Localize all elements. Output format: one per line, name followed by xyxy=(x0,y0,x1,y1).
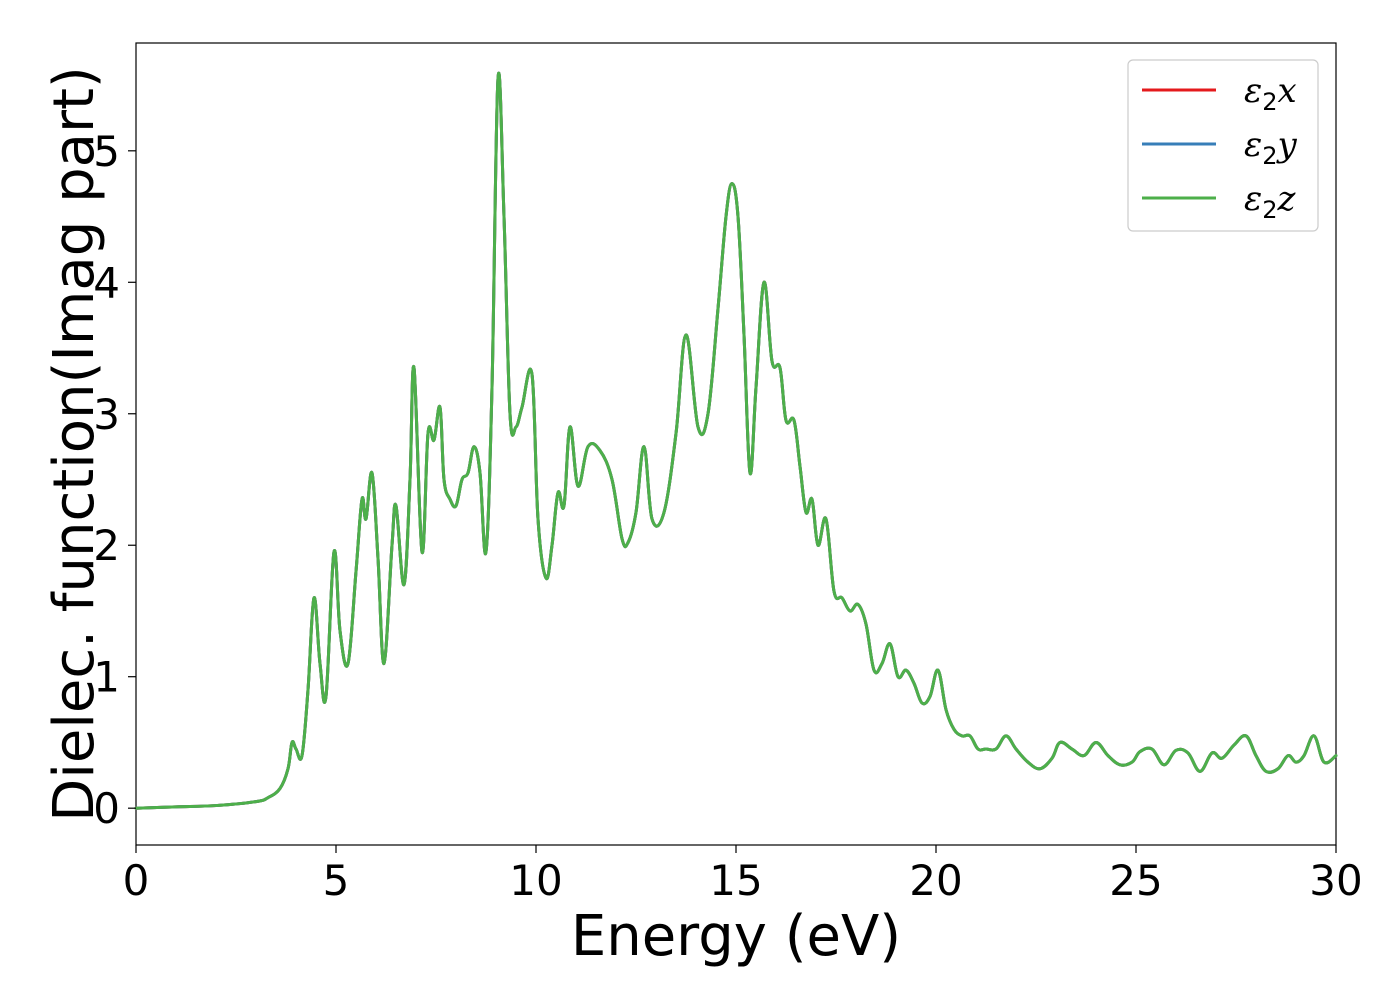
legend-label-e2y: ε2y xyxy=(1244,125,1298,170)
x-tick-label: 20 xyxy=(909,856,962,905)
x-tick-label: 0 xyxy=(123,856,150,905)
x-tick-label: 10 xyxy=(509,856,562,905)
series-lines xyxy=(134,71,1338,810)
y-tick-label: 0 xyxy=(93,784,120,833)
y-tick-label: 2 xyxy=(93,521,120,570)
y-tick-label: 1 xyxy=(93,653,120,702)
x-axis-label: Energy (eV) xyxy=(571,904,901,969)
plot-area: 0 5 10 15 20 25 30 0 1 2 3 4 5 xyxy=(93,42,1363,905)
x-tick-label: 15 xyxy=(709,856,762,905)
x-axis-ticks: 0 5 10 15 20 25 30 xyxy=(123,845,1363,905)
y-tick-label: 4 xyxy=(93,258,120,307)
legend: ε2x ε2y ε2z xyxy=(1127,59,1319,232)
y-axis-label: Dielec. function(Imag part) xyxy=(42,66,107,822)
legend-label-e2x: ε2x xyxy=(1244,71,1297,116)
x-tick-label: 5 xyxy=(323,856,350,905)
y-tick-label: 5 xyxy=(93,127,120,176)
y-axis-ticks: 0 1 2 3 4 5 xyxy=(93,127,136,833)
series-line-e2z xyxy=(134,71,1338,810)
x-tick-label: 25 xyxy=(1109,856,1162,905)
legend-label-e2z: ε2z xyxy=(1244,179,1297,224)
y-tick-label: 3 xyxy=(93,390,120,439)
x-tick-label: 30 xyxy=(1309,856,1362,905)
legend-box xyxy=(1127,59,1319,232)
